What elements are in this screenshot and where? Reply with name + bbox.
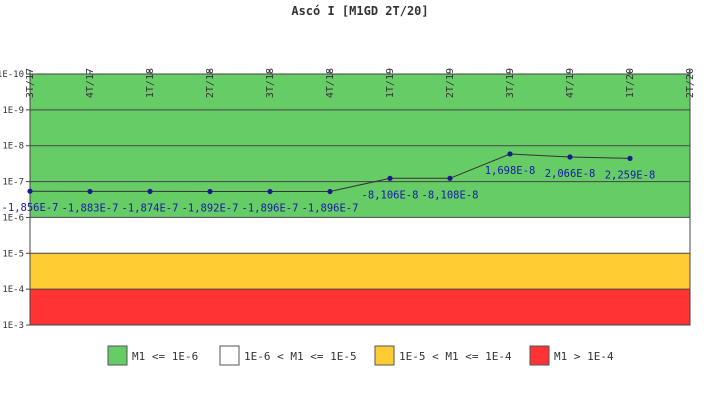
x-tick-label: 2T/18 — [205, 68, 216, 98]
y-tick-label: 1E-7 — [2, 178, 24, 188]
data-label: -1,896E-7 — [242, 203, 299, 215]
data-point — [627, 155, 633, 162]
data-point — [327, 188, 333, 195]
y-tick-label: 1E-8 — [2, 142, 24, 152]
data-point — [147, 188, 153, 194]
y-tick-label: 1E-4 — [2, 285, 24, 295]
data-label: -8,106E-8 — [362, 189, 419, 201]
legend-label: 1E-5 < M1 <= 1E-4 — [399, 350, 512, 363]
legend-label: 1E-6 < M1 <= 1E-5 — [244, 350, 357, 363]
y-tick-label: 1E-10 — [0, 70, 24, 80]
data-label: -1,896E-7 — [302, 203, 359, 215]
data-label: 1,698E-8 — [485, 165, 536, 177]
axes: 1E-10 1E-9 1E-8 1E-7 1E-6 1E-5 1E-4 1E-3 3T/17 4T… — [0, 68, 696, 331]
risk-bands — [30, 74, 690, 325]
data-label: -1,883E-7 — [62, 202, 119, 214]
legend-label: M1 > 1E-4 — [554, 350, 614, 363]
legend-swatch — [219, 345, 240, 366]
data-label: -1,874E-7 — [122, 202, 179, 214]
legend-swatch — [374, 345, 395, 366]
x-tick-label: 3T/17 — [25, 68, 36, 98]
x-tick-label: 4T/17 — [85, 68, 96, 98]
data-point — [387, 175, 393, 181]
band-2 — [30, 253, 690, 290]
y-tick-label: 1E-6 — [2, 213, 24, 223]
series: -1,856E-7 -1,883E-7 -1,874E-7 -1,892E-7 -1,8… — [2, 151, 656, 215]
legend-swatch — [529, 345, 550, 366]
data-point — [447, 175, 453, 181]
legend-label: M1 <= 1E-6 — [132, 350, 198, 363]
data-label: -1,892E-7 — [182, 203, 239, 215]
x-tick-label: 2T/19 — [445, 68, 456, 98]
data-point — [567, 154, 573, 160]
x-tick-label: 3T/18 — [265, 68, 276, 98]
x-tick-label: 3T/19 — [505, 68, 516, 98]
plot-frame — [29, 73, 691, 326]
band-1 — [30, 217, 690, 254]
legend-swatch — [107, 345, 128, 366]
chart-title: Ascó I [M1GD 2T/20] — [291, 4, 428, 18]
data-point — [267, 188, 273, 195]
data-point — [207, 188, 213, 195]
data-label: 2,066E-8 — [545, 168, 596, 180]
x-tick-label: 1T/20 — [625, 68, 636, 98]
data-label: -8,108E-8 — [422, 189, 479, 201]
data-point — [507, 151, 513, 157]
x-tick-label: 4T/18 — [325, 68, 336, 98]
band-3 — [30, 289, 690, 325]
x-tick-label: 1T/19 — [385, 68, 396, 98]
x-tick-label: 1T/18 — [145, 68, 156, 98]
x-tick-label: 4T/19 — [565, 68, 576, 98]
legend: M1 <= 1E-6 1E-6 < M1 <= 1E-5 1E-5 < M1 <= … — [107, 345, 614, 366]
y-tick-label: 1E-9 — [2, 106, 24, 116]
data-point — [27, 188, 33, 194]
data-label: 2,259E-8 — [605, 169, 656, 181]
data-point — [87, 188, 93, 195]
x-tick-label: 2T/20 — [685, 68, 696, 98]
y-tick-label: 1E-5 — [2, 249, 24, 259]
y-tick-label: 1E-3 — [2, 321, 24, 331]
data-label: -1,856E-7 — [2, 202, 59, 214]
